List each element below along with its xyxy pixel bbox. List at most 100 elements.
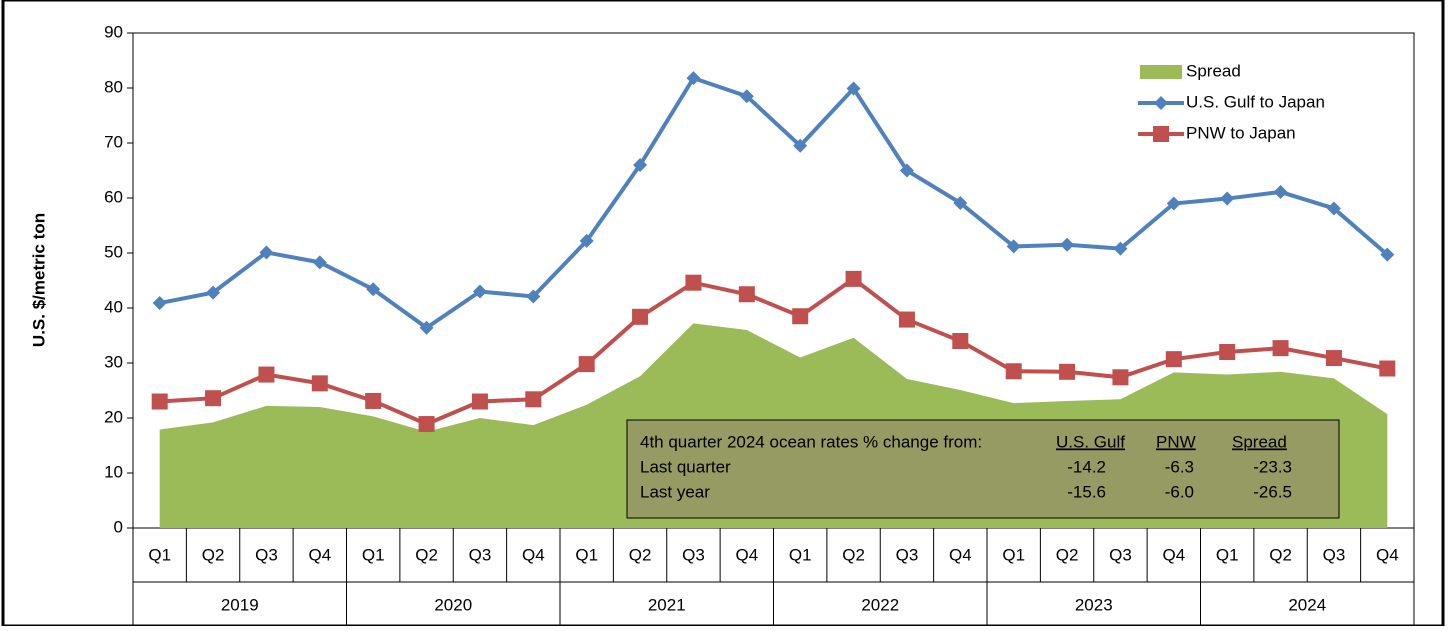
x-group-label: 2020 — [434, 595, 472, 614]
legend-swatch — [1140, 65, 1182, 79]
marker-diamond — [1166, 196, 1181, 211]
marker-diamond — [206, 285, 221, 300]
x-group-label: 2024 — [1288, 595, 1326, 614]
x-tick-label: Q4 — [1162, 545, 1185, 564]
y-tick-label: 10 — [104, 462, 123, 481]
marker-diamond — [793, 138, 808, 153]
marker-diamond — [1380, 247, 1395, 262]
marker-square — [1325, 350, 1342, 367]
marker-diamond — [366, 282, 381, 297]
annotation-cell: -26.5 — [1253, 482, 1292, 501]
marker-square — [792, 308, 809, 325]
marker-diamond — [1154, 96, 1168, 110]
y-tick-label: 40 — [104, 297, 123, 316]
marker-square — [151, 393, 168, 410]
marker-diamond — [472, 284, 487, 299]
marker-square — [1272, 340, 1289, 357]
x-tick-label: Q1 — [575, 545, 598, 564]
x-tick-label: Q1 — [148, 545, 171, 564]
marker-diamond — [419, 320, 434, 335]
marker-diamond — [1113, 241, 1128, 256]
marker-square — [1219, 344, 1236, 360]
marker-diamond — [1220, 191, 1235, 206]
annotation-cell: Last quarter — [640, 457, 731, 476]
marker-diamond — [686, 71, 701, 86]
marker-square — [418, 416, 435, 433]
legend-label: U.S. Gulf to Japan — [1186, 92, 1325, 111]
x-tick-label: Q2 — [415, 545, 438, 564]
y-tick-label: 0 — [114, 517, 123, 536]
y-tick-label: 30 — [104, 352, 123, 371]
x-tick-label: Q1 — [1002, 545, 1025, 564]
y-tick-label: 20 — [104, 407, 123, 426]
x-tick-label: Q2 — [1269, 545, 1292, 564]
x-tick-label: Q4 — [308, 545, 331, 564]
marker-square — [845, 270, 862, 287]
y-tick-label: 50 — [104, 242, 123, 261]
x-tick-label: Q3 — [896, 545, 919, 564]
x-tick-label: Q4 — [522, 545, 545, 564]
x-tick-label: Q3 — [1323, 545, 1346, 564]
marker-square — [632, 308, 649, 325]
marker-diamond — [1060, 237, 1075, 252]
marker-square — [1165, 351, 1182, 368]
marker-square — [685, 274, 702, 291]
marker-square — [1112, 369, 1129, 386]
marker-square — [952, 333, 969, 349]
marker-diamond — [312, 255, 327, 270]
annotation-cell: -14.2 — [1067, 457, 1106, 476]
annotation-header: 4th quarter 2024 ocean rates % change fr… — [640, 432, 982, 451]
x-tick-label: Q2 — [842, 545, 865, 564]
marker-diamond — [953, 195, 968, 210]
y-tick-label: 90 — [104, 22, 123, 41]
marker-diamond — [152, 296, 167, 311]
y-tick-label: 80 — [104, 77, 123, 96]
marker-square — [1153, 126, 1169, 142]
x-group-label: 2022 — [861, 595, 899, 614]
marker-square — [898, 311, 915, 328]
x-tick-label: Q3 — [1109, 545, 1132, 564]
x-group-label: 2019 — [221, 595, 259, 614]
x-tick-label: Q4 — [949, 545, 972, 564]
marker-diamond — [739, 89, 754, 104]
x-tick-label: Q4 — [1376, 545, 1399, 564]
x-tick-label: Q3 — [469, 545, 492, 564]
series-line — [159, 276, 1388, 427]
x-tick-label: Q2 — [202, 545, 225, 564]
annotation-cell: -6.0 — [1165, 482, 1194, 501]
y-tick-label: 70 — [104, 132, 123, 151]
marker-diamond — [1006, 239, 1021, 254]
annotation-cell: -23.3 — [1253, 457, 1292, 476]
x-tick-label: Q3 — [255, 545, 278, 564]
annotation-cell: -6.3 — [1165, 457, 1194, 476]
marker-square — [1059, 363, 1076, 380]
marker-diamond — [899, 163, 914, 178]
marker-square — [1005, 363, 1022, 380]
series-line — [159, 75, 1389, 331]
marker-diamond — [1326, 201, 1341, 216]
marker-diamond — [1273, 184, 1288, 199]
x-tick-label: Q1 — [1216, 545, 1239, 564]
x-tick-label: Q2 — [629, 545, 652, 564]
y-axis-label: U.S. $/metric ton — [29, 213, 48, 347]
x-tick-label: Q1 — [362, 545, 385, 564]
annotation-header: U.S. Gulf — [1056, 432, 1125, 451]
annotation-cell: -15.6 — [1067, 482, 1106, 501]
marker-diamond — [846, 81, 861, 96]
y-tick-label: 60 — [104, 187, 123, 206]
marker-square — [365, 392, 382, 409]
marker-diamond — [526, 289, 541, 304]
marker-square — [738, 286, 755, 303]
annotation-header: Spread — [1232, 432, 1287, 451]
x-group-label: 2021 — [648, 595, 686, 614]
x-tick-label: Q4 — [735, 545, 758, 564]
marker-square — [258, 366, 275, 383]
marker-square — [471, 393, 488, 410]
marker-square — [525, 391, 542, 408]
x-tick-label: Q3 — [682, 545, 705, 564]
marker-square — [205, 390, 222, 407]
annotation-header: PNW — [1156, 432, 1196, 451]
annotation-box — [626, 419, 1340, 519]
marker-square — [1379, 360, 1396, 377]
annotation-cell: Last year — [640, 482, 710, 501]
